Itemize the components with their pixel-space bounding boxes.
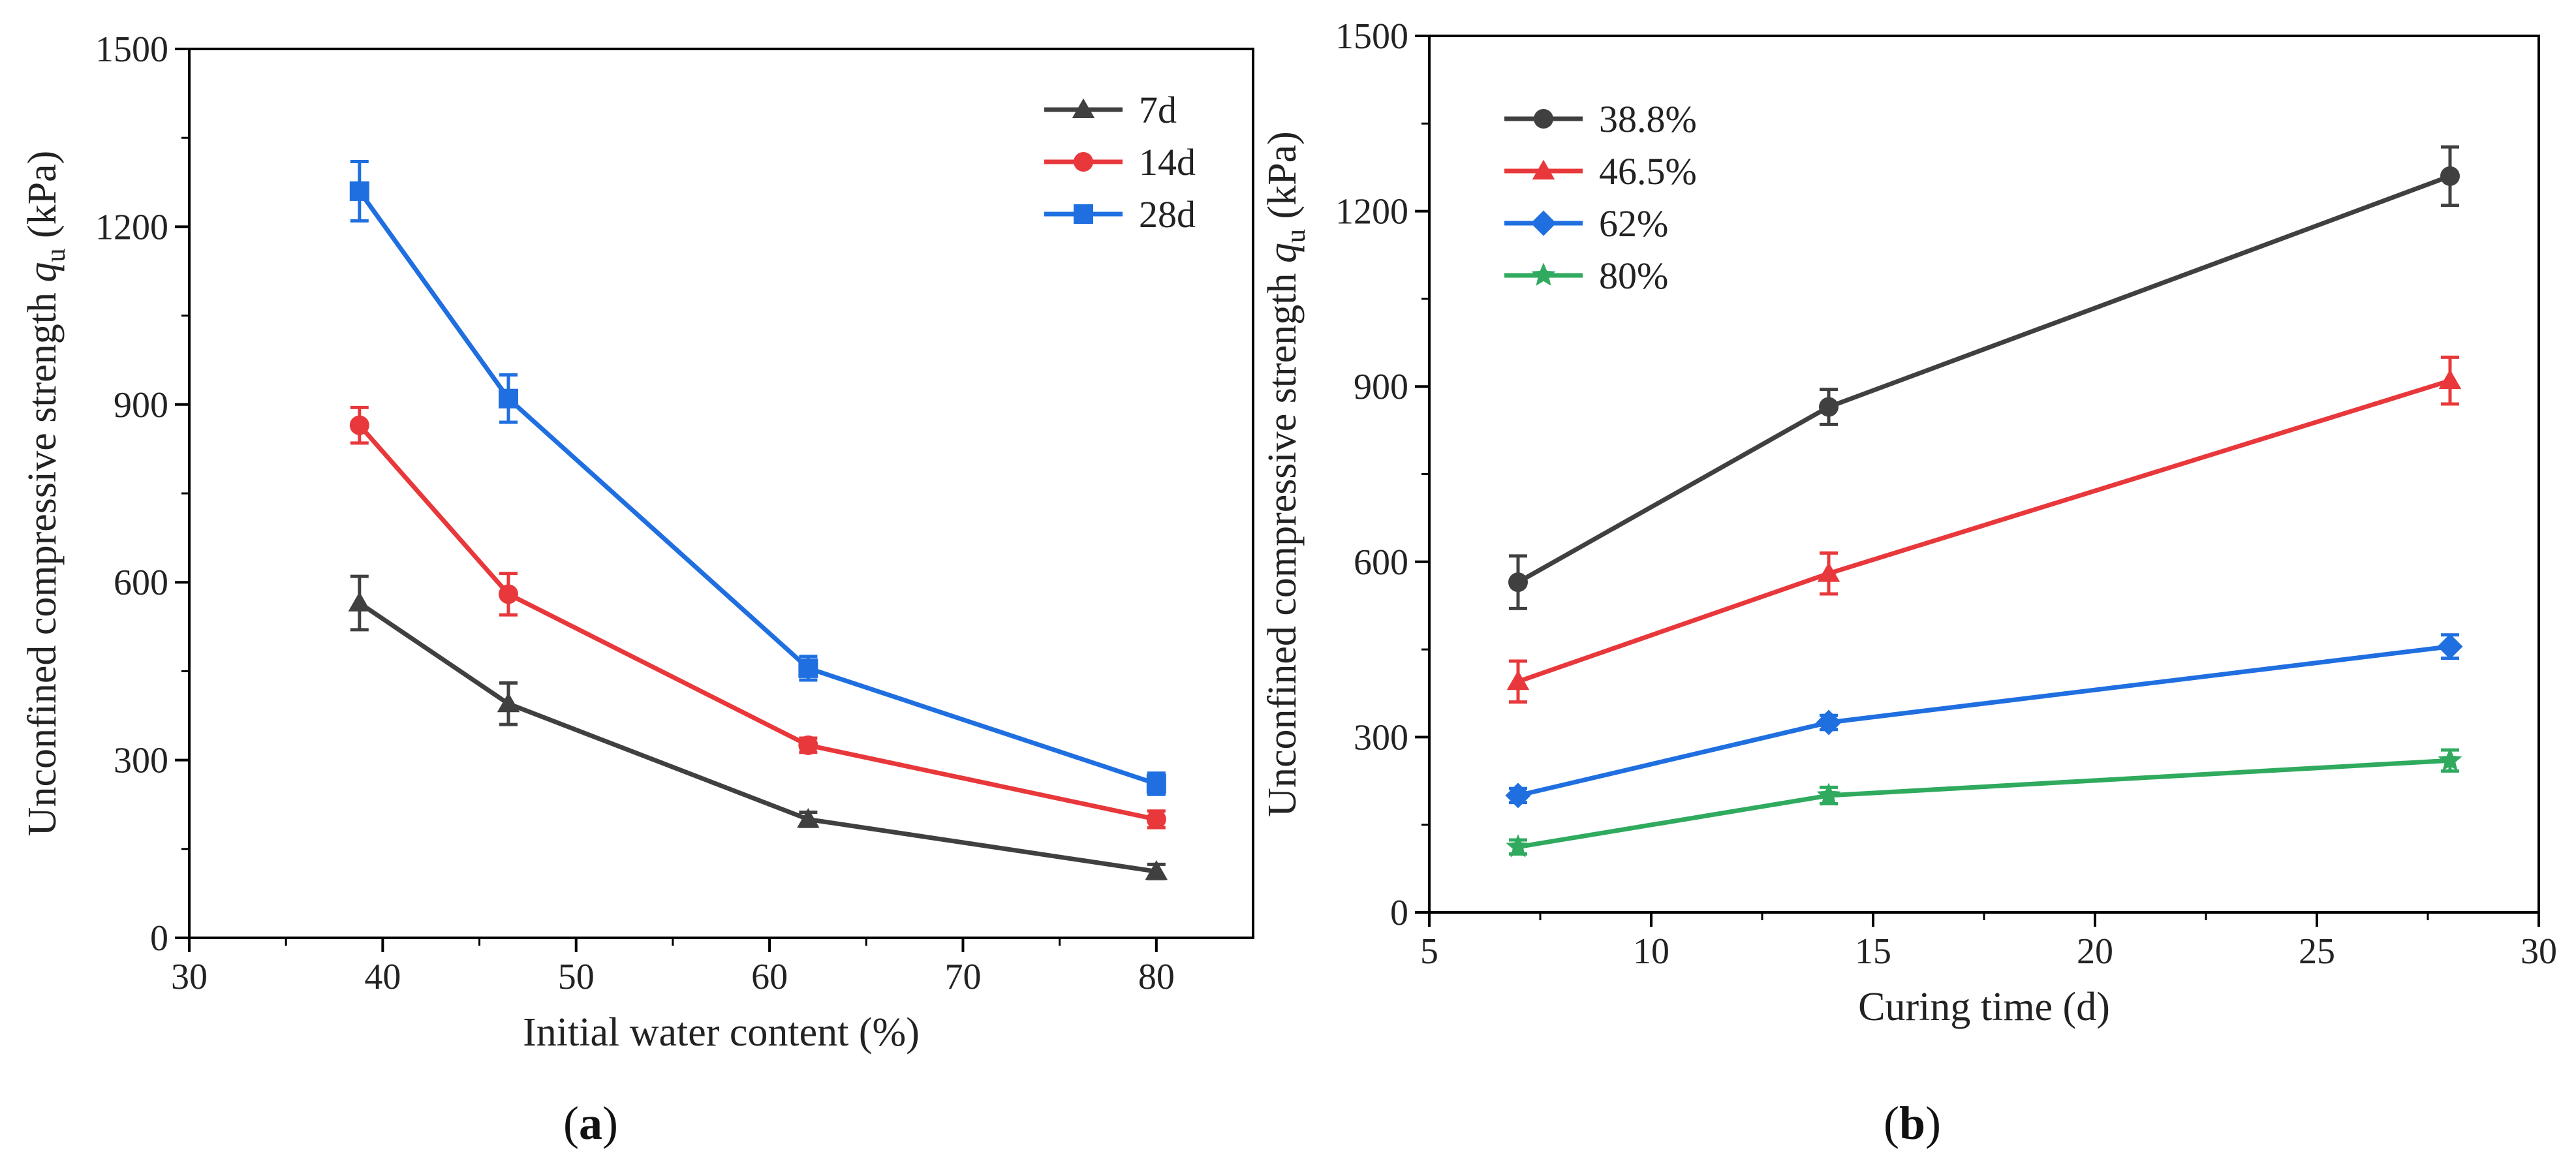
- series-28d: 28d: [349, 160, 1196, 796]
- x-axis-label: Curing time (d): [1858, 985, 2110, 1029]
- x-tick-label: 25: [2299, 931, 2335, 972]
- y-label-main: Unconfined compressive strength: [20, 282, 65, 836]
- legend-label: 46.5%: [1599, 150, 1697, 193]
- data-point: [349, 415, 369, 435]
- y-tick-label: 900: [114, 385, 168, 426]
- data-point: [499, 388, 518, 409]
- panel-label-close: ): [602, 1097, 618, 1149]
- series-line: [1517, 644, 2451, 798]
- data-point: [2440, 166, 2460, 186]
- series-line: [1517, 758, 2451, 850]
- legend-marker: [1074, 204, 1093, 224]
- panel-label: (b): [1884, 1097, 1941, 1149]
- data-point: [497, 692, 520, 713]
- panel-label-letter: b: [1899, 1097, 1925, 1149]
- y-axis-label: Unconfined compressive strength qu (kPa): [1260, 131, 1311, 817]
- panel-label-close: ): [1925, 1097, 1941, 1149]
- legend-label: 7d: [1139, 89, 1177, 131]
- panel-label: (a): [563, 1097, 618, 1149]
- series-38.8%: 38.8%: [1504, 98, 2460, 610]
- y-tick-label: 0: [150, 918, 168, 959]
- x-tick-label: 10: [1633, 931, 1669, 972]
- data-point: [1817, 562, 1840, 582]
- data-point: [1505, 783, 1531, 809]
- x-tick-label: 60: [751, 957, 788, 997]
- y-tick-label: 0: [1390, 893, 1408, 933]
- plot-frame: [1428, 35, 2540, 914]
- x-tick-label: 40: [364, 957, 401, 997]
- data-point: [349, 181, 369, 201]
- legend-marker: [1530, 210, 1557, 236]
- y-tick-label: 300: [1354, 717, 1408, 758]
- data-point: [348, 591, 371, 612]
- y-label-symbol: q: [20, 262, 65, 282]
- data-point: [499, 584, 518, 604]
- x-tick-label: 80: [1138, 957, 1175, 997]
- y-axis-label: Unconfined compressive strength qu (kPa): [20, 151, 71, 837]
- x-tick-label: 20: [2077, 931, 2113, 972]
- data-point: [1146, 809, 1166, 830]
- x-tick-label: 70: [944, 957, 981, 997]
- y-tick-label: 600: [114, 563, 168, 603]
- x-axis-label: Initial water content (%): [523, 1010, 920, 1055]
- legend-label: 28d: [1139, 193, 1196, 236]
- data-point: [1819, 397, 1839, 417]
- y-label-subscript: u: [41, 248, 71, 262]
- data-point: [1145, 860, 1168, 880]
- series-62%: 62%: [1504, 202, 2463, 809]
- y-label-subscript: u: [1281, 229, 1311, 243]
- data-point: [2437, 634, 2463, 660]
- x-tick-label: 30: [171, 957, 208, 997]
- y-label-main: Unconfined compressive strength: [1260, 263, 1305, 817]
- data-point: [798, 658, 818, 678]
- legend-label: 62%: [1599, 202, 1668, 245]
- data-point: [1816, 709, 1842, 736]
- y-tick-label: 1500: [1335, 16, 1408, 57]
- legend-marker: [1531, 262, 1556, 286]
- x-tick-label: 5: [1420, 931, 1438, 972]
- legend-marker: [1532, 159, 1555, 179]
- y-tick-label: 600: [1354, 542, 1408, 583]
- series-line: [1517, 378, 2451, 684]
- y-tick-label: 1200: [1335, 192, 1408, 232]
- series-14d: 14d: [349, 141, 1196, 830]
- y-label-unit: (kPa): [1260, 131, 1305, 229]
- series-line: [357, 189, 1157, 786]
- data-point: [1508, 572, 1528, 593]
- series-80%: 80%: [1504, 255, 2462, 858]
- series-line: [358, 424, 1157, 822]
- data-point: [797, 808, 820, 828]
- panel-label-letter: a: [579, 1097, 602, 1149]
- data-point: [2438, 369, 2462, 390]
- series-46.5%: 46.5%: [1504, 150, 2462, 704]
- y-tick-label: 900: [1354, 367, 1408, 407]
- data-point: [1146, 773, 1166, 794]
- data-point: [1506, 670, 1530, 690]
- legend-marker: [1074, 152, 1093, 172]
- y-tick-label: 1200: [95, 207, 168, 247]
- legend-label: 80%: [1599, 255, 1668, 297]
- data-point: [2438, 747, 2462, 771]
- legend-label: 14d: [1139, 141, 1196, 183]
- y-tick-label: 300: [114, 741, 168, 781]
- panel-label-open: (: [563, 1097, 579, 1149]
- series-7d: 7d: [348, 89, 1177, 880]
- legend-label: 38.8%: [1599, 98, 1697, 140]
- data-point: [1816, 783, 1841, 806]
- x-tick-label: 50: [558, 957, 595, 997]
- data-point: [1506, 834, 1530, 858]
- x-tick-label: 15: [1855, 931, 1891, 972]
- x-tick-label: 30: [2521, 931, 2557, 972]
- panel-label-open: (: [1884, 1097, 1899, 1149]
- data-point: [798, 735, 818, 755]
- legend-marker: [1072, 98, 1095, 118]
- y-tick-label: 1500: [95, 29, 168, 70]
- chart-panel-a: 30 40 50 60 70 80 0 300 600 900 1200 1500 Initial wa…: [20, 29, 1254, 1149]
- series-line: [358, 601, 1157, 874]
- y-label-symbol: q: [1260, 243, 1305, 263]
- y-label-unit: (kPa): [20, 151, 65, 249]
- legend-marker: [1534, 109, 1553, 129]
